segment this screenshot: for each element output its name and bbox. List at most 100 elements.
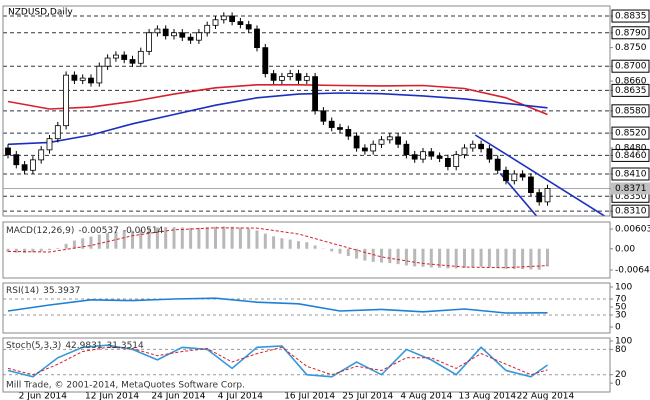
candle-body (54, 125, 61, 140)
histogram-bar (305, 242, 309, 249)
candle-body (38, 149, 45, 161)
candle-body (486, 148, 493, 160)
y-tick-label: 80 (615, 345, 627, 355)
x-tick-label: 16 Jul 2014 (284, 392, 335, 400)
candle-body (154, 28, 161, 34)
y-tick-label: 0.8310 (615, 207, 647, 217)
candle-body (88, 77, 94, 84)
y-tick-label: 0.8700 (615, 62, 647, 72)
y-tick-label: 30 (615, 311, 627, 321)
stoch-main-value: 42.9831 (65, 341, 102, 351)
histogram-bar (313, 245, 317, 249)
histogram-bar (496, 248, 500, 268)
histogram-bar (139, 229, 143, 249)
histogram-bar (521, 248, 525, 270)
level-label-box (611, 26, 650, 40)
histogram-bar (122, 231, 126, 249)
histogram-bar (438, 248, 442, 268)
x-tick-label: 4 Jul 2014 (218, 392, 263, 400)
histogram-bar (487, 248, 491, 268)
y-tick-label: -0.00649 (615, 266, 650, 276)
candle-body (511, 173, 518, 182)
candle-body (137, 50, 144, 64)
candle-body (212, 19, 219, 26)
histogram-bar (380, 248, 383, 263)
candle-body (320, 110, 327, 122)
y-tick-label: 0.8660 (615, 77, 647, 87)
y-tick-label: 0.8480 (615, 143, 647, 153)
candle-body (337, 127, 343, 130)
macd-header: MACD(12,26,9) -0.00537 -0.00514 (6, 226, 164, 236)
histogram-bar (48, 248, 51, 251)
stoch-title: Stoch(5,3,3) (6, 341, 61, 351)
panel (3, 12, 610, 216)
histogram-bar (147, 228, 151, 249)
histogram-bar (39, 248, 43, 252)
histogram-bar (355, 248, 359, 259)
histogram-bar (56, 248, 60, 249)
histogram-bar (64, 243, 68, 249)
y-tick-label: 0.8520 (615, 129, 647, 139)
rsi-title: RSI(14) (6, 286, 39, 296)
candle-body (361, 147, 368, 152)
copyright: Mill Trade, © 2001-2014, MetaQuotes Soft… (6, 381, 245, 391)
histogram-bar (247, 228, 251, 249)
candle-body (5, 147, 11, 156)
panel (6, 226, 549, 270)
candle-body (96, 65, 103, 84)
candle-body (312, 76, 319, 112)
candle-body (328, 120, 335, 128)
candle-body (494, 158, 501, 171)
level-label-box (611, 104, 650, 118)
candle-body (436, 155, 443, 159)
candle-body (245, 24, 252, 30)
candle-body (187, 36, 194, 41)
y-tick-label: 0.00603 (615, 225, 650, 235)
histogram-bar (164, 227, 168, 249)
histogram-bar (230, 226, 234, 249)
level-label-box (611, 167, 650, 181)
stoch-panel-frame (2, 337, 611, 393)
histogram-bar (404, 248, 408, 266)
candle-body (378, 139, 385, 145)
panel (3, 344, 610, 378)
histogram-bar (454, 248, 458, 269)
level-label-box (611, 148, 650, 162)
x-tick-label: 12 Jun 2014 (85, 392, 139, 400)
candle-body (104, 57, 111, 67)
moving-average (7, 84, 548, 116)
x-tick-label: 22 Aug 2014 (517, 392, 575, 400)
histogram-bar (288, 239, 292, 249)
y-tick-label: 0.8790 (615, 28, 647, 38)
candle-body (46, 138, 53, 151)
candle-body (121, 54, 128, 60)
y-tick-label: 50 (615, 303, 627, 313)
y-tick-label: 0.8350 (615, 192, 647, 202)
level-label-box (611, 83, 650, 97)
candle-body (386, 136, 393, 141)
candle-body (411, 154, 418, 160)
candle-body (453, 154, 460, 167)
histogram-bar (214, 226, 217, 249)
histogram-bar (330, 248, 334, 252)
histogram-bar (89, 236, 93, 249)
histogram-bar (463, 248, 466, 268)
moving-average (7, 92, 548, 146)
x-tick-label: 4 Aug 2014 (400, 392, 452, 400)
rsi-value: 35.3937 (43, 286, 80, 296)
x-tick-label: 24 Jun 2014 (151, 392, 205, 400)
candle-body (345, 128, 352, 137)
histogram-bar (446, 248, 450, 269)
level-label-box (611, 126, 650, 140)
macd-panel-frame (2, 221, 611, 279)
candle-body (353, 135, 360, 149)
candle-body (536, 192, 543, 203)
candle-body (237, 21, 244, 25)
candle-body (420, 151, 426, 160)
y-tick-label: 0 (615, 379, 621, 389)
histogram-bar (280, 238, 284, 249)
panel (3, 297, 610, 316)
candle-body (204, 24, 211, 34)
